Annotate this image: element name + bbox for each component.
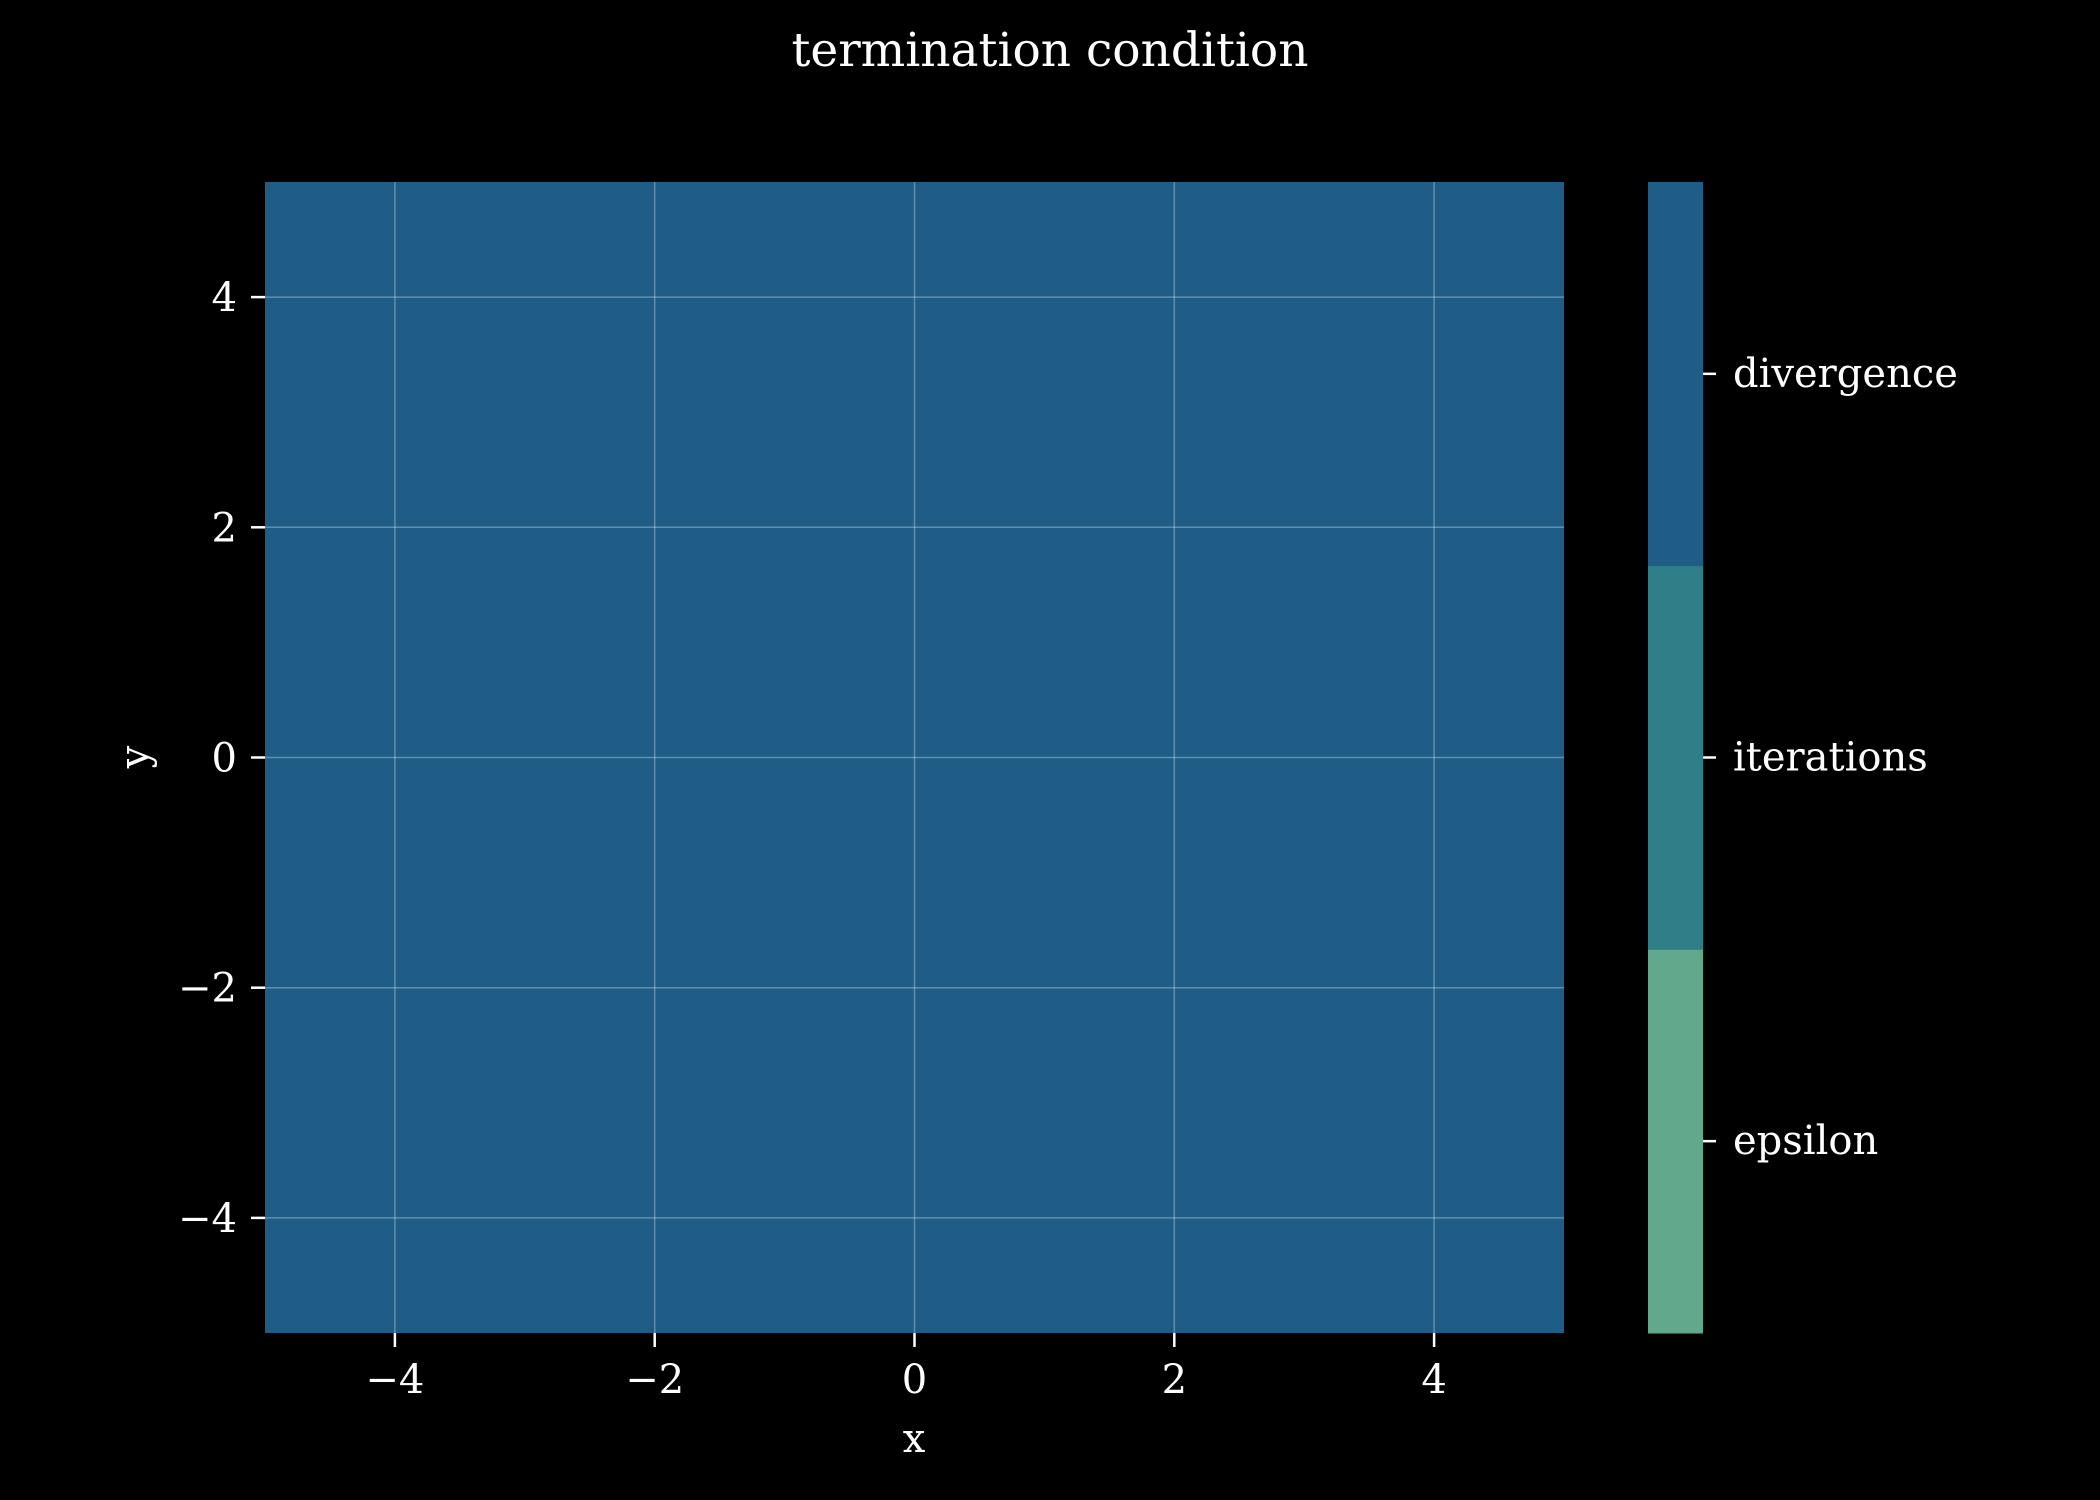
colorbar-segment-divergence [1648,182,1703,567]
heatmap-field [265,182,1564,1333]
x-tick-label: 2 [1162,1357,1187,1403]
x-tick-label: 4 [1421,1357,1446,1403]
y-tick-label: 4 [212,275,237,321]
y-tick-label: 0 [212,736,237,782]
colorbar-label-divergence: divergence [1733,351,1958,397]
grid-lines [265,182,1564,1333]
y-tick-label: 2 [212,505,237,551]
colorbar: epsilon iterations divergence [1648,182,1958,1334]
x-axis: −4 −2 0 2 4 [365,1333,1447,1403]
y-axis-label: y [112,745,158,769]
x-tick-label: 0 [902,1357,927,1403]
colorbar-label-epsilon: epsilon [1733,1118,1878,1164]
x-axis-label: x [903,1416,926,1462]
x-tick-label: −4 [365,1357,424,1403]
chart-title: termination condition [792,23,1309,78]
x-tick-label: −2 [625,1357,684,1403]
colorbar-segment-epsilon [1648,949,1703,1334]
plot-area [265,182,1564,1333]
colorbar-label-iterations: iterations [1733,735,1928,781]
y-axis: −4 −2 0 2 4 [178,275,265,1242]
y-tick-label: −4 [178,1196,237,1242]
y-tick-label: −2 [178,966,237,1012]
colorbar-segment-iterations [1648,565,1703,950]
